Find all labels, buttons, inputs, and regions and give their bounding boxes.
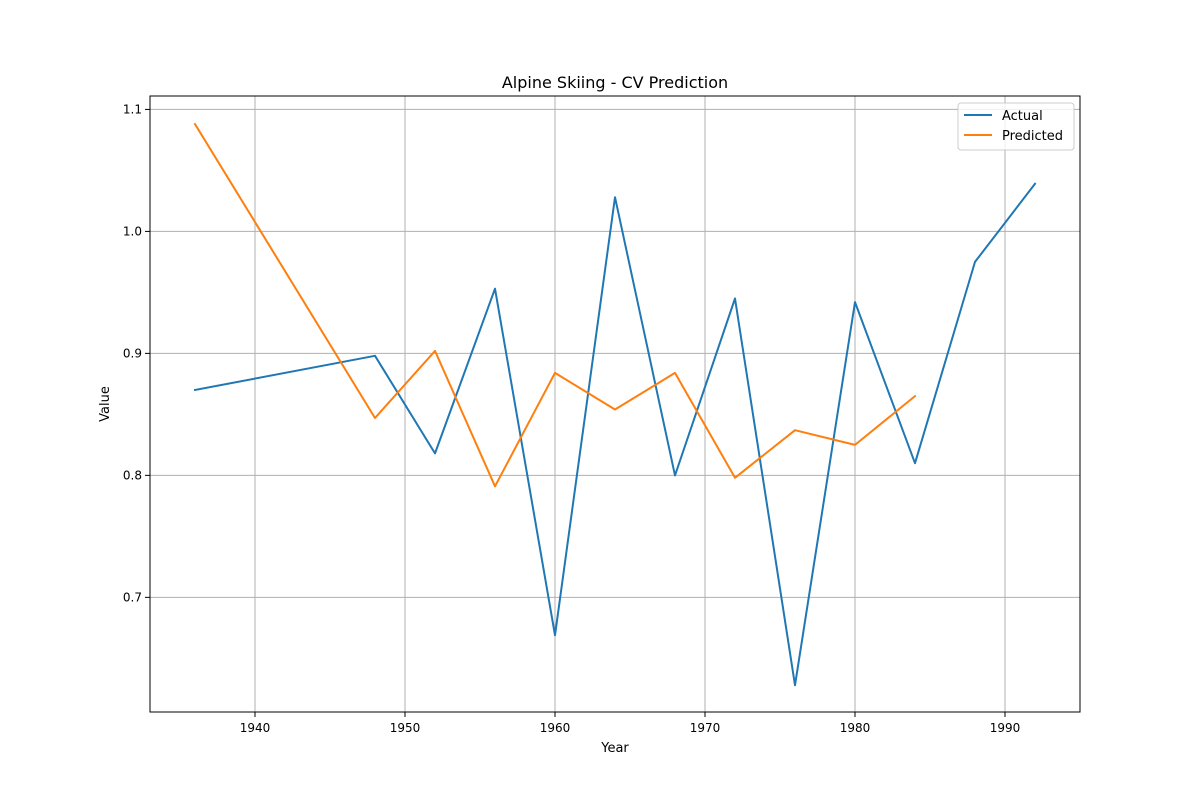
chart-title: Alpine Skiing - CV Prediction	[502, 73, 728, 92]
x-tick-label: 1960	[540, 721, 571, 735]
y-tick-label: 0.7	[123, 590, 142, 604]
x-tick-label: 1940	[240, 721, 271, 735]
y-tick-label: 0.8	[123, 468, 142, 482]
x-tick-label: 1990	[990, 721, 1021, 735]
y-tick-label: 1.1	[123, 102, 142, 116]
plot-frame	[149, 95, 1081, 713]
x-tick-label: 1970	[690, 721, 721, 735]
y-tick-label: 1.0	[123, 224, 142, 238]
legend: Actual Predicted	[957, 102, 1075, 151]
x-axis-ticks: 1940 1950 1960 1970 1980 1990	[240, 712, 1021, 735]
series-line-actual	[193, 182, 1037, 687]
y-axis-label: Value	[98, 386, 113, 422]
x-tick-label: 1950	[390, 721, 421, 735]
series-layer	[193, 122, 1037, 687]
y-axis-ticks: 0.7 0.8 0.9 1.0 1.1	[123, 102, 150, 604]
y-tick-label: 0.9	[123, 346, 142, 360]
series-line-predicted	[193, 122, 917, 488]
legend-label: Predicted	[1002, 129, 1063, 144]
x-tick-label: 1980	[840, 721, 871, 735]
x-axis-label: Year	[600, 741, 629, 756]
legend-label: Actual	[1002, 109, 1043, 124]
